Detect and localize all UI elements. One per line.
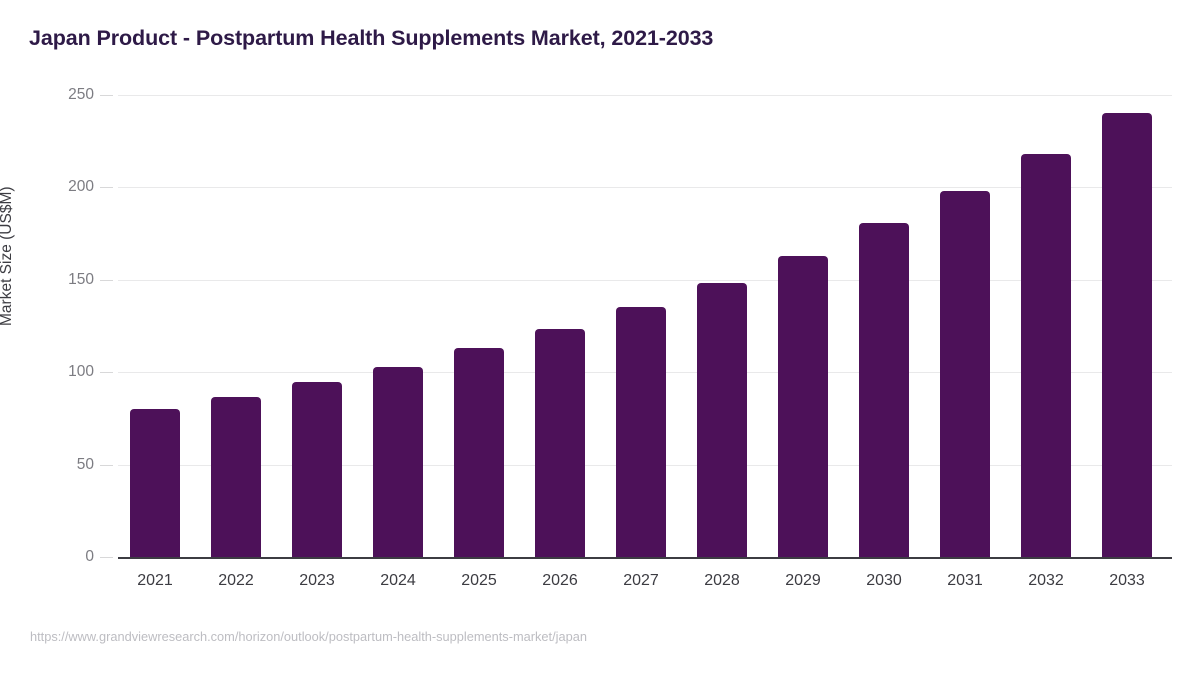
x-axis-tick-label: 2028: [704, 572, 740, 589]
y-axis-tick-mark: [100, 464, 113, 466]
y-axis-tick-mark: [100, 557, 113, 558]
bar-column[interactable]: [697, 95, 747, 557]
bar-column[interactable]: [1021, 95, 1071, 557]
bar[interactable]: [1102, 112, 1152, 557]
bar[interactable]: [1021, 154, 1071, 557]
y-axis-tick-label: 100: [68, 363, 94, 381]
bar-column[interactable]: [1102, 95, 1152, 557]
x-axis-tick-label: 2026: [542, 572, 578, 589]
bar[interactable]: [373, 366, 423, 557]
bar[interactable]: [211, 397, 261, 557]
y-axis-tick-mark: [100, 187, 113, 189]
bar[interactable]: [697, 282, 747, 557]
bar-column[interactable]: [535, 95, 585, 557]
y-axis-tick-label: 150: [68, 270, 94, 288]
bar-column[interactable]: [130, 95, 180, 557]
bar-column[interactable]: [211, 95, 261, 557]
x-axis-tick-label: 2032: [1028, 572, 1064, 589]
x-axis-tick-label: 2021: [137, 572, 173, 589]
y-axis-tick-label: 0: [85, 548, 94, 565]
bar-column[interactable]: [616, 95, 666, 557]
bar[interactable]: [130, 409, 180, 557]
bar-column[interactable]: [373, 95, 423, 557]
bar-column[interactable]: [940, 95, 990, 557]
bar[interactable]: [454, 348, 504, 557]
x-axis-tick-label: 2030: [866, 572, 902, 589]
x-axis-line: [118, 557, 1172, 559]
x-axis-tick-label: 2025: [461, 572, 497, 589]
bar[interactable]: [616, 306, 666, 557]
plot-area: 0 50 100 150 200 250: [68, 86, 1172, 565]
x-axis-tick-label: 2024: [380, 572, 416, 589]
bar[interactable]: [535, 328, 585, 557]
page-title: Japan Product - Postpartum Health Supple…: [29, 26, 714, 50]
x-axis-tick-label: 2027: [623, 572, 659, 589]
x-axis-tick-label: 2022: [218, 572, 254, 589]
gridline: [118, 95, 1172, 96]
bar[interactable]: [859, 223, 909, 557]
bar-column[interactable]: [292, 95, 342, 557]
x-axis-tick-label: 2029: [785, 572, 821, 589]
bar-column[interactable]: [859, 95, 909, 557]
y-axis-tick-label: 50: [76, 455, 94, 473]
y-axis-tick-mark: [100, 279, 113, 281]
x-axis-tick-label: 2023: [299, 572, 335, 589]
gridline: [118, 279, 1172, 281]
source-url: https://www.grandviewresearch.com/horizo…: [30, 629, 587, 644]
bar-column[interactable]: [454, 95, 504, 557]
bar[interactable]: [940, 191, 990, 557]
gridline: [118, 187, 1172, 189]
bar[interactable]: [778, 255, 828, 557]
x-axis-tick-label: 2033: [1109, 572, 1145, 589]
bar-column[interactable]: [778, 95, 828, 557]
y-axis-tick-label: 200: [68, 178, 94, 196]
y-axis-title: Market Size (US$M): [0, 186, 15, 326]
bar[interactable]: [292, 382, 342, 557]
x-axis-tick-label: 2031: [947, 572, 983, 589]
y-axis-tick-mark: [100, 372, 113, 374]
y-axis-tick-mark: [100, 95, 113, 96]
y-axis-tick-label: 250: [68, 86, 94, 103]
